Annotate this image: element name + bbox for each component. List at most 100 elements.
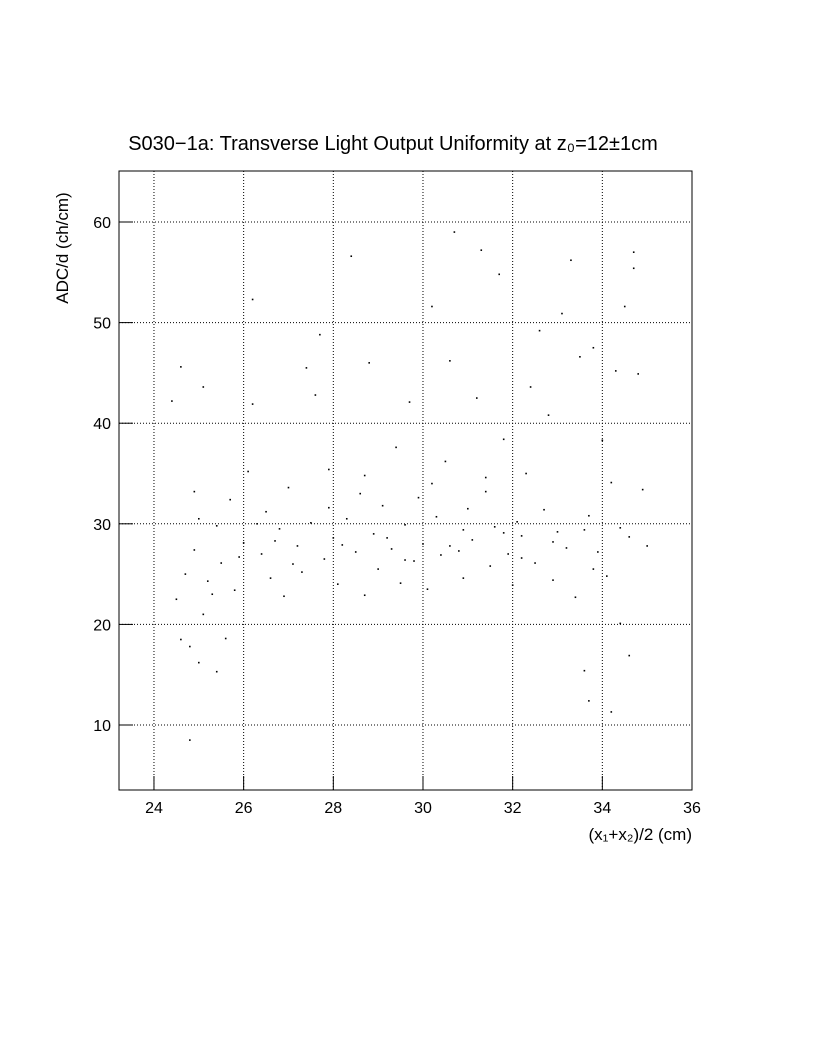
point	[601, 439, 604, 442]
x-tick-label: 34	[593, 800, 611, 817]
point	[193, 490, 196, 493]
point	[610, 481, 613, 484]
point	[386, 537, 388, 539]
point	[274, 540, 276, 542]
point	[520, 557, 523, 559]
point	[628, 536, 631, 538]
point	[224, 637, 227, 640]
point	[292, 563, 294, 565]
y-tick-label: 30	[93, 517, 111, 534]
x-tick-label: 36	[683, 800, 701, 817]
point	[552, 541, 554, 543]
point	[301, 571, 303, 573]
point	[588, 700, 590, 702]
point	[597, 551, 599, 553]
point	[628, 654, 631, 657]
point	[336, 583, 339, 585]
point	[502, 532, 505, 534]
chart-title: S030−1a: Transverse Light Output Uniform…	[128, 133, 658, 155]
point	[444, 460, 447, 463]
point	[583, 529, 586, 531]
point	[278, 528, 281, 530]
point	[632, 267, 635, 270]
point	[323, 558, 326, 560]
point	[328, 506, 330, 509]
point	[332, 537, 335, 539]
point	[588, 514, 590, 517]
point	[368, 362, 370, 364]
point	[462, 529, 465, 531]
point	[220, 562, 223, 564]
point	[328, 468, 330, 471]
point	[435, 515, 438, 518]
point	[265, 510, 267, 513]
point	[363, 474, 366, 477]
point	[238, 556, 240, 558]
point	[193, 549, 196, 551]
point	[610, 711, 613, 713]
x-tick-label: 30	[414, 800, 432, 817]
point	[511, 584, 514, 586]
point	[507, 553, 509, 555]
point	[314, 394, 317, 396]
y-tick-label: 10	[93, 718, 111, 735]
point	[493, 526, 496, 528]
point	[202, 386, 205, 388]
point	[556, 531, 559, 533]
point	[189, 739, 191, 741]
point	[283, 595, 285, 598]
plot-frame	[118, 170, 693, 791]
point	[229, 498, 231, 501]
point	[202, 613, 205, 616]
point	[619, 527, 622, 529]
point	[341, 544, 344, 546]
point	[256, 523, 258, 525]
point	[242, 542, 245, 544]
point	[440, 554, 442, 556]
point	[426, 588, 429, 590]
point	[565, 547, 568, 549]
point	[390, 548, 393, 550]
point	[215, 670, 218, 673]
point	[632, 251, 635, 253]
point	[175, 598, 178, 601]
point	[189, 645, 191, 648]
point	[180, 638, 182, 641]
point	[206, 580, 209, 582]
point	[359, 492, 362, 495]
point	[251, 403, 254, 405]
point	[363, 594, 366, 597]
point	[251, 298, 254, 301]
point	[641, 488, 644, 491]
point	[543, 508, 545, 511]
point	[404, 524, 406, 526]
point	[525, 472, 527, 475]
point	[637, 373, 639, 375]
point	[319, 333, 321, 336]
point	[354, 551, 357, 553]
point	[579, 356, 581, 358]
point	[646, 545, 648, 547]
point	[431, 305, 433, 308]
point	[399, 582, 402, 584]
point	[520, 535, 523, 537]
point	[180, 366, 182, 368]
x-axis-label: (x₁+x₂)/2 (cm)	[589, 825, 692, 844]
point	[198, 517, 200, 520]
point	[592, 346, 595, 349]
point	[184, 573, 187, 575]
point	[502, 438, 505, 441]
point	[534, 562, 536, 564]
point	[381, 504, 384, 507]
point	[408, 401, 411, 403]
point	[350, 255, 353, 258]
point	[614, 370, 617, 372]
x-tick-label: 24	[145, 800, 163, 817]
point	[623, 305, 626, 308]
point	[417, 496, 420, 499]
point	[377, 568, 379, 570]
point	[552, 579, 554, 581]
point	[516, 520, 518, 523]
